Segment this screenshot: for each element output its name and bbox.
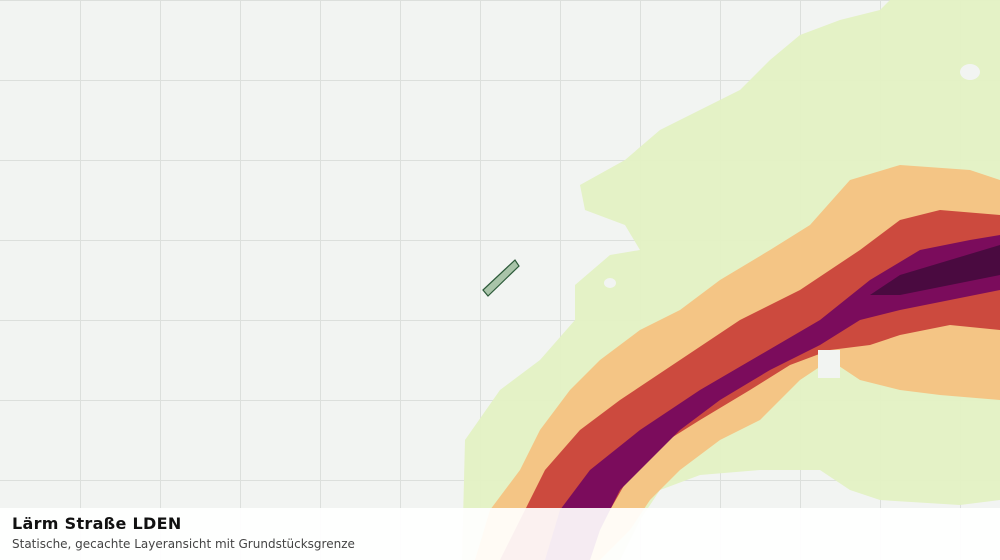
gap	[818, 350, 840, 378]
layer-subtitle: Statische, gecachte Layeransicht mit Gru…	[12, 537, 355, 551]
legend-footer: Lärm Straße LDEN Statische, gecachte Lay…	[0, 508, 1000, 560]
layer-title: Lärm Straße LDEN	[12, 514, 182, 533]
parcel-boundary	[482, 259, 520, 297]
gap	[604, 278, 616, 288]
gap	[960, 64, 980, 80]
noise-zone-extreme	[870, 245, 1000, 295]
